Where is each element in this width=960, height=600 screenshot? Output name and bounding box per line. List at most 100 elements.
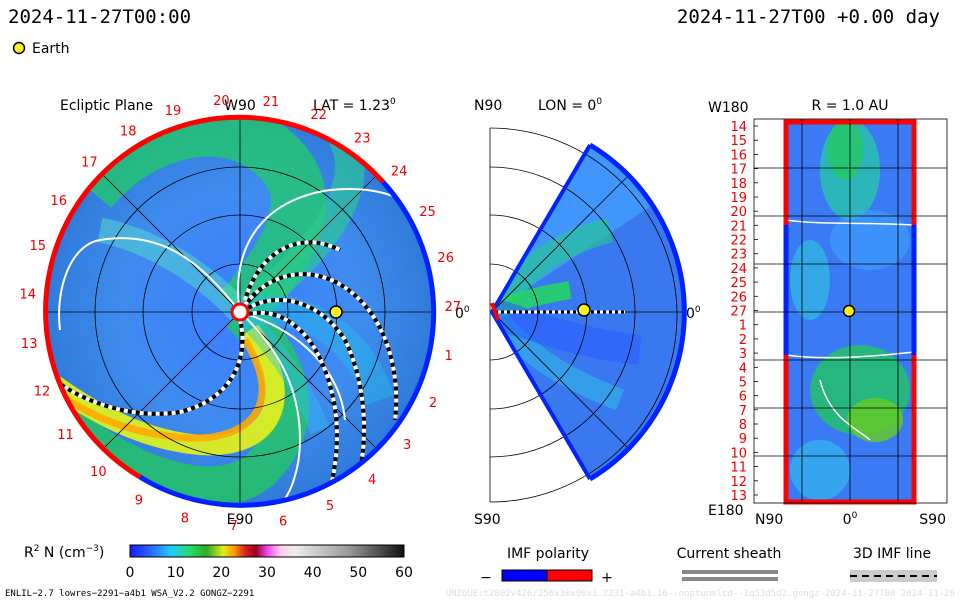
sheath-swatch-top xyxy=(682,570,778,574)
ecliptic-panel: Ecliptic Plane W90 LAT = 1.230 xyxy=(20,94,470,534)
colorbar-tick-label: 50 xyxy=(349,565,367,581)
map-y-label: 26 xyxy=(730,290,747,305)
meridional-bottom-label: S90 xyxy=(474,512,501,528)
carrington-label: 22 xyxy=(310,108,327,123)
colorbar-tick-label: 20 xyxy=(212,565,230,581)
sun-marker xyxy=(230,302,250,322)
meridional-right-label: 00 xyxy=(686,305,701,322)
imf-legend: IMF polarity − + xyxy=(480,546,613,586)
imf-line-swatch-bg xyxy=(850,570,937,582)
map-y-label: 24 xyxy=(730,262,747,277)
carrington-label: 26 xyxy=(437,251,454,266)
map-y-label: 20 xyxy=(730,205,747,220)
carrington-label: 7 xyxy=(230,519,238,534)
map-bottom-left-label: E180 xyxy=(708,503,744,519)
carrington-label: 16 xyxy=(50,194,67,209)
carrington-label: 20 xyxy=(213,94,230,109)
imf-legend-plus: + xyxy=(601,570,613,586)
ecliptic-bottom-label: E90 xyxy=(227,512,254,528)
map-title: R = 1.0 AU xyxy=(812,98,889,114)
meridional-outer-ring xyxy=(489,127,678,503)
ecliptic-border-negative xyxy=(138,180,437,508)
imf-line-legend: 3D IMF line xyxy=(850,546,937,582)
colorbar-tick-label: 0 xyxy=(126,565,135,581)
imf-legend-title: IMF polarity xyxy=(507,546,589,562)
map-x-label-mid: 00 xyxy=(843,511,858,528)
carrington-label: 11 xyxy=(57,428,74,443)
carrington-label: 17 xyxy=(81,155,98,170)
sheath-swatch-bottom xyxy=(682,577,778,581)
carrington-label: 23 xyxy=(354,132,371,147)
imf-positive-swatch xyxy=(546,569,593,582)
sheath-legend: Current sheath xyxy=(677,546,782,581)
meridional-border-negative xyxy=(588,142,687,482)
earth-marker-map xyxy=(842,304,856,318)
carrington-labels: 20 21222324252627123456789101112131415161… xyxy=(20,94,462,534)
map-y-label: 12 xyxy=(730,475,747,490)
map-y-label: 10 xyxy=(730,446,747,461)
map-y-label: 8 xyxy=(739,418,747,433)
carrington-label: 14 xyxy=(20,287,37,302)
map-y-label: 11 xyxy=(730,461,747,476)
earth-marker-meridional xyxy=(577,303,591,317)
map-y-label: 4 xyxy=(739,361,747,376)
carrington-label: 15 xyxy=(30,239,47,254)
map-y-label: 5 xyxy=(739,376,747,391)
earth-legend-icon xyxy=(12,41,26,55)
imf-legend-minus: − xyxy=(480,570,492,586)
map-y-label: 3 xyxy=(739,347,747,362)
carrington-label: 9 xyxy=(135,494,143,509)
map-y-label: 13 xyxy=(730,489,747,504)
meridional-panel: N90 LON = 00 00 S90 xyxy=(474,97,701,528)
footer-right: UNIQUE:t2802v426/256x30x90x1.2231-a4b1.1… xyxy=(446,589,955,599)
colorbar-tick-label: 10 xyxy=(167,565,185,581)
map-grid xyxy=(753,118,948,504)
colorbar-tick-label: 60 xyxy=(395,565,413,581)
colorbar-tick-label: 40 xyxy=(304,565,322,581)
map-x-label-left: N90 xyxy=(755,512,783,528)
carrington-label: 2 xyxy=(429,396,437,411)
map-y-label: 1 xyxy=(739,319,747,334)
ecliptic-lat-label: LAT = 1.230 xyxy=(313,97,396,114)
carrington-label: 3 xyxy=(403,438,411,453)
map-y-label: 17 xyxy=(730,163,747,178)
carrington-label: 27 xyxy=(445,300,462,315)
map-y-label: 21 xyxy=(730,219,747,234)
imf-negative-swatch xyxy=(501,569,548,582)
map-panel: W180 R = 1.0 AU 141516171819202122232425… xyxy=(708,98,948,528)
carrington-label: 4 xyxy=(368,473,376,488)
carrington-label: 18 xyxy=(120,125,137,140)
ecliptic-border-positive xyxy=(47,114,385,271)
ecliptic-sheath-lines xyxy=(53,240,399,491)
map-y-label: 23 xyxy=(730,248,747,263)
earth-marker-ecliptic xyxy=(329,305,343,319)
carrington-label: 1 xyxy=(444,349,452,364)
map-y-label: 22 xyxy=(730,234,747,249)
carrington-label: 21 xyxy=(263,95,280,110)
map-y-label: 14 xyxy=(730,120,747,135)
earth-legend-label: Earth xyxy=(32,41,70,57)
map-y-label: 15 xyxy=(730,134,747,149)
colorbar: R2 N (cm−3) 0 10 20 30 40 50 60 xyxy=(24,544,413,581)
meridional-top-left-label: N90 xyxy=(474,98,502,114)
colorbar-tick-label: 30 xyxy=(258,565,276,581)
map-y-label: 16 xyxy=(730,148,747,163)
map-y-label: 19 xyxy=(730,191,747,206)
carrington-label: 24 xyxy=(391,164,408,179)
map-y-label: 18 xyxy=(730,177,747,192)
colorbar-ticks: 0 10 20 30 40 50 60 xyxy=(126,565,413,581)
colorbar-label: R2 N (cm−3) xyxy=(24,544,104,561)
sheath-legend-title: Current sheath xyxy=(677,546,782,562)
header-right-time: 2024-11-27T00 +0.00 day xyxy=(677,6,940,28)
ecliptic-title: Ecliptic Plane xyxy=(60,98,153,114)
carrington-label: 13 xyxy=(21,337,38,352)
carrington-label: 19 xyxy=(165,104,182,119)
carrington-label: 8 xyxy=(181,512,189,527)
carrington-label: 12 xyxy=(34,385,51,400)
ecliptic-right-label: 00 xyxy=(455,305,470,322)
carrington-label: 6 xyxy=(279,515,287,530)
ecliptic-top-label: W90 xyxy=(224,98,256,114)
ecliptic-border-positive-2 xyxy=(43,269,142,480)
map-y-label: 6 xyxy=(739,390,747,405)
